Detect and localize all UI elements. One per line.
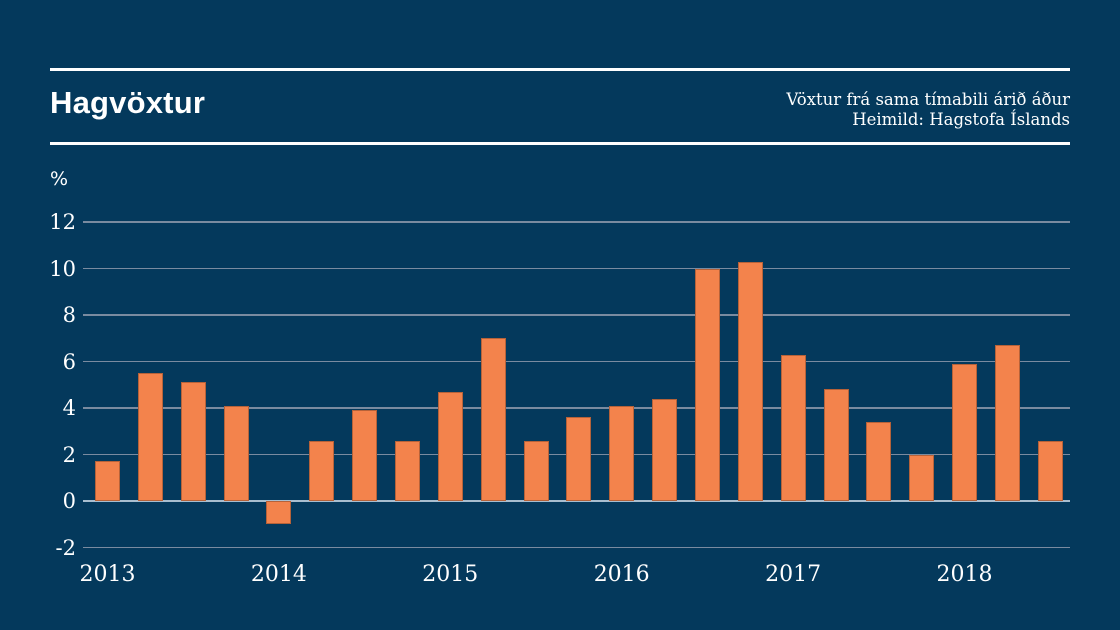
subtitle-line-1: Vöxtur frá sama tímabili árið áður: [786, 90, 1070, 109]
gridline-4: [83, 407, 1070, 409]
x-tick-label-2017: 2017: [765, 562, 822, 587]
bar-2016-Q2: [652, 398, 678, 501]
y-tick-label-10: 10: [49, 256, 76, 281]
x-tick-label-2016: 2016: [593, 562, 650, 587]
bar-2017-Q3: [866, 421, 892, 501]
y-axis-unit-label: %: [50, 168, 69, 190]
y-tick-label--2: -2: [55, 535, 76, 560]
header-rule-top: [50, 68, 1070, 71]
bar-2016-Q1: [609, 405, 635, 501]
bar-2017-Q2: [823, 389, 849, 501]
gridline-12: [83, 221, 1070, 223]
bar-2013-Q4: [223, 405, 249, 501]
chart-title: Hagvöxtur: [50, 85, 206, 120]
bar-2018-Q3: [1037, 440, 1063, 502]
bar-2016-Q4: [737, 261, 763, 502]
bar-2014-Q3: [352, 410, 378, 501]
gridline-0: [83, 500, 1070, 502]
gridline-8: [83, 314, 1070, 316]
y-tick-label-6: 6: [62, 349, 76, 374]
x-tick-label-2013: 2013: [79, 562, 136, 587]
x-tick-label-2018: 2018: [936, 562, 993, 587]
y-tick-label-0: 0: [62, 489, 76, 513]
bar-2014-Q2: [309, 440, 335, 502]
header-rule-bottom: [50, 142, 1070, 145]
bar-2015-Q1: [437, 391, 463, 502]
x-tick-label-2014: 2014: [250, 562, 307, 587]
y-tick-label-4: 4: [62, 396, 76, 420]
bar-2013-Q3: [180, 382, 206, 502]
bar-2014-Q1: [266, 501, 292, 525]
gridline--2: [83, 546, 1070, 549]
subtitle-line-2: Heimild: Hagstofa Íslands: [852, 110, 1070, 129]
bar-2018-Q2: [994, 345, 1020, 502]
y-tick-label-12: 12: [49, 210, 76, 234]
bar-2018-Q1: [952, 363, 977, 501]
gridline-6: [83, 360, 1070, 363]
y-tick-label-2: 2: [62, 442, 76, 467]
bar-2016-Q3: [694, 268, 720, 501]
bar-2014-Q4: [394, 440, 420, 502]
bar-2017-Q4: [909, 454, 935, 501]
bar-2015-Q2: [480, 338, 506, 502]
bar-2013-Q1: [95, 461, 120, 501]
bar-2013-Q2: [137, 373, 163, 502]
gridline-10: [83, 267, 1070, 270]
bar-2015-Q3: [523, 440, 549, 502]
bar-2017-Q1: [780, 354, 806, 502]
y-tick-label-8: 8: [62, 303, 76, 327]
bar-2015-Q4: [566, 417, 592, 501]
x-tick-label-2015: 2015: [422, 562, 479, 587]
chart-subtitle: Vöxtur frá sama tímabili árið áður Heimi…: [786, 90, 1070, 130]
